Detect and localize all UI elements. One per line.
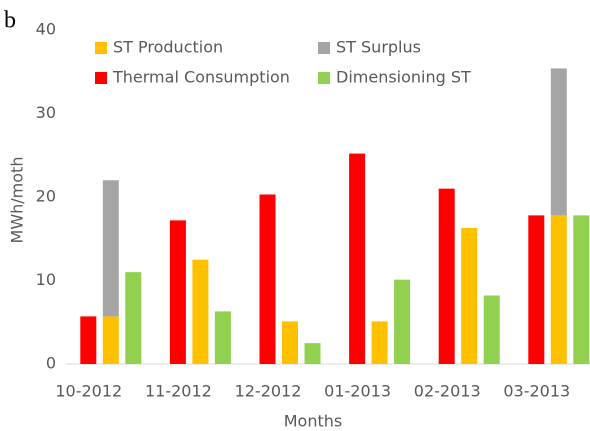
legend-label: Dimensioning ST bbox=[336, 68, 471, 87]
x-tick-label: 02-2013 bbox=[414, 382, 481, 401]
bar bbox=[573, 215, 590, 364]
bar bbox=[102, 316, 119, 364]
bar bbox=[550, 68, 567, 216]
x-tick-label: 12-2012 bbox=[235, 382, 302, 401]
bar bbox=[371, 321, 388, 364]
bar bbox=[125, 272, 142, 364]
x-tick-label: 03-2013 bbox=[503, 382, 570, 401]
panel-label: b bbox=[4, 8, 16, 34]
bar bbox=[550, 215, 567, 364]
bar bbox=[349, 153, 366, 364]
bar bbox=[80, 316, 97, 364]
y-axis-title: MWh/moth bbox=[8, 157, 27, 244]
legend-label: ST Production bbox=[113, 38, 223, 57]
bar bbox=[304, 343, 321, 364]
y-tick-label: 20 bbox=[36, 187, 56, 206]
legend-swatch bbox=[95, 42, 107, 54]
y-tick-label: 30 bbox=[36, 103, 56, 122]
y-tick-label: 10 bbox=[36, 270, 56, 289]
bar bbox=[169, 220, 186, 364]
x-tick-label: 11-2012 bbox=[145, 382, 212, 401]
y-tick-label: 0 bbox=[46, 354, 56, 373]
bar bbox=[528, 215, 545, 364]
y-tick-label: 40 bbox=[36, 20, 56, 39]
legend-swatch bbox=[318, 72, 330, 84]
bar bbox=[438, 188, 455, 364]
legend-label: ST Surplus bbox=[336, 38, 421, 57]
bar bbox=[483, 295, 500, 364]
bar bbox=[461, 227, 478, 364]
bar bbox=[214, 311, 231, 364]
bar bbox=[394, 279, 411, 364]
x-tick-label: 01-2013 bbox=[324, 382, 391, 401]
legend-swatch bbox=[95, 72, 107, 84]
legend-label: Thermal Consumption bbox=[112, 68, 290, 87]
x-tick-label: 10-2012 bbox=[55, 382, 122, 401]
bar bbox=[259, 194, 276, 364]
x-axis-title: Months bbox=[284, 412, 342, 431]
bar bbox=[282, 321, 298, 364]
legend-swatch bbox=[318, 42, 330, 54]
bar bbox=[102, 180, 119, 317]
bar bbox=[192, 259, 209, 364]
